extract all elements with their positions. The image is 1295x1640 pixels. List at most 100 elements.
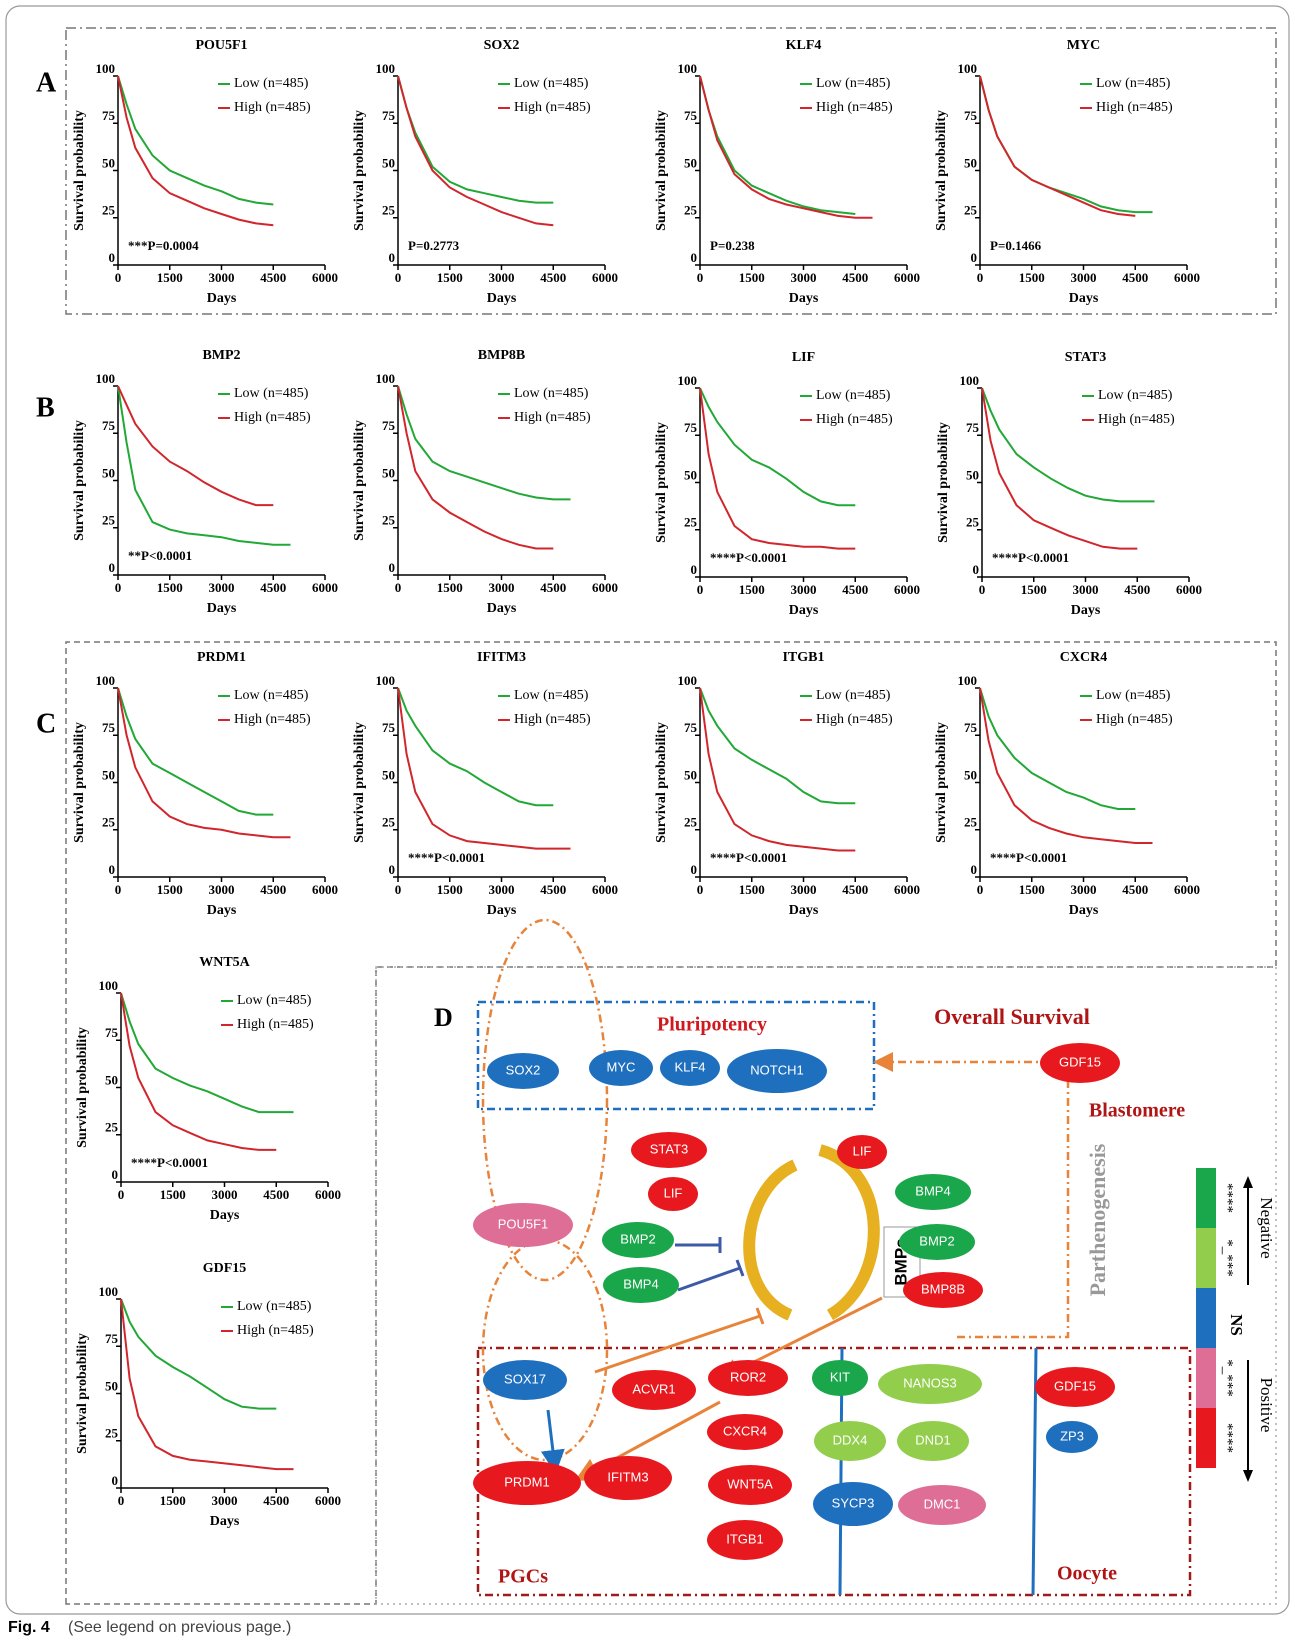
survival-curve [118,386,273,505]
p-value: ****P<0.0001 [710,550,787,565]
survival-curve [980,688,1135,809]
y-tick-label: 25 [382,513,396,528]
y-tick-label: 50 [382,155,395,170]
x-axis-label: Days [487,601,517,616]
p-value: ****P<0.0001 [131,1155,208,1170]
y-tick-label: 50 [966,467,979,482]
y-axis-label: Survival probability [654,422,669,543]
chart-title: PRDM1 [197,650,246,665]
y-tick-label: 50 [684,767,697,782]
y-tick-label: 0 [389,862,396,877]
y-tick-label: 75 [102,720,116,735]
legend-label: High (n=485) [816,712,893,727]
chart-title: BMP8B [478,348,525,363]
legend-label: Low (n=485) [514,688,589,703]
chart-title: BMP2 [202,348,240,363]
panel-label: D [434,1003,453,1032]
x-tick-label: 0 [395,580,402,595]
y-tick-label: 0 [109,250,116,265]
gene-label: NOTCH1 [750,1062,803,1077]
y-tick-label: 25 [102,815,116,830]
y-axis-label: Survival probability [654,722,669,843]
cycle-arrow [820,1150,874,1315]
x-tick-label: 1500 [739,882,765,897]
x-tick-label: 3000 [489,270,515,285]
survival-curve [980,76,1153,212]
oocyte-label: Oocyte [1057,1563,1117,1585]
legend-label: Low (n=485) [1098,388,1173,403]
gene-label: POU5F1 [498,1216,549,1231]
y-tick-label: 50 [684,467,697,482]
y-tick-label: 100 [99,978,119,993]
x-axis-label: Days [1071,603,1101,618]
y-tick-label: 100 [96,371,116,386]
x-tick-label: 3000 [791,270,817,285]
x-tick-label: 1500 [1019,270,1045,285]
x-tick-label: 1500 [157,580,183,595]
chart-title: POU5F1 [195,38,247,53]
x-axis-label: Days [487,291,517,306]
y-axis-label: Survival probability [934,110,949,231]
y-tick-label: 50 [382,767,395,782]
scale-positive: Positive [1257,1378,1276,1433]
scale-level: *_*** [1220,1359,1236,1397]
pluripotency-label: Pluripotency [657,1014,767,1036]
x-tick-label: 0 [977,882,984,897]
x-tick-label: 0 [697,270,704,285]
chart-title: ITGB1 [782,650,824,665]
y-tick-label: 50 [102,155,115,170]
x-tick-label: 4500 [842,582,868,597]
y-tick-label: 75 [382,418,396,433]
blastomere-label: Blastomere [1089,1100,1185,1122]
chart-title: GDF15 [203,1261,247,1276]
survival-curve [980,76,1135,216]
pgcs-label: PGCs [498,1566,548,1588]
chart-title: CXCR4 [1060,650,1107,665]
legend-label: High (n=485) [1096,100,1173,115]
gene-label: DMC1 [924,1496,961,1511]
x-axis-label: Days [210,1514,240,1529]
x-tick-label: 0 [697,882,704,897]
y-tick-label: 0 [112,1473,119,1488]
x-tick-label: 4500 [260,270,286,285]
x-tick-label: 1500 [1021,582,1047,597]
legend-label: Low (n=485) [816,76,891,91]
chart-title: SOX2 [484,38,520,53]
x-tick-label: 3000 [791,582,817,597]
x-tick-label: 6000 [894,882,920,897]
legend-label: High (n=485) [237,1017,314,1032]
x-tick-label: 4500 [540,270,566,285]
x-tick-label: 1500 [739,270,765,285]
x-tick-label: 3000 [209,580,235,595]
x-tick-label: 3000 [1071,882,1097,897]
y-tick-label: 75 [382,720,396,735]
y-tick-label: 100 [96,61,116,76]
x-tick-label: 1500 [739,582,765,597]
y-tick-label: 0 [971,250,978,265]
y-axis-label: Survival probability [654,110,669,231]
panel-label: C [36,708,56,739]
y-axis-label: Survival probability [72,722,87,843]
legend-label: High (n=485) [514,712,591,727]
y-tick-label: 0 [973,562,980,577]
legend-label: High (n=485) [816,412,893,427]
legend-label: Low (n=485) [237,1299,312,1314]
y-tick-label: 100 [958,61,978,76]
y-tick-label: 25 [964,815,978,830]
y-tick-label: 0 [971,862,978,877]
y-tick-label: 100 [958,673,978,688]
p-value: ****P<0.0001 [408,850,485,865]
survival-curve [700,76,873,218]
y-tick-label: 100 [99,1284,119,1299]
y-tick-label: 75 [684,720,698,735]
legend-label: High (n=485) [1098,412,1175,427]
x-tick-label: 4500 [540,882,566,897]
y-axis-label: Survival probability [75,1333,90,1454]
p-value: P=0.1466 [990,238,1042,253]
x-tick-label: 0 [977,270,984,285]
y-tick-label: 50 [102,767,115,782]
panel-label: B [36,392,55,423]
x-tick-label: 3000 [489,882,515,897]
y-tick-label: 25 [382,203,396,218]
scale-arrow [1243,1470,1253,1482]
